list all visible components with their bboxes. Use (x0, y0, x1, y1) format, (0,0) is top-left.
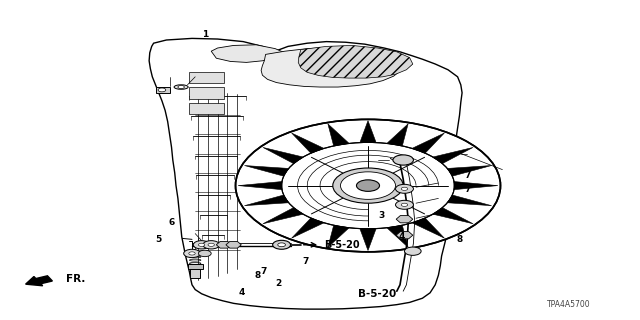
Text: 7: 7 (464, 171, 470, 180)
Text: 8: 8 (456, 235, 463, 244)
Polygon shape (328, 124, 349, 146)
Circle shape (158, 88, 166, 92)
Polygon shape (263, 148, 303, 164)
Circle shape (333, 168, 403, 203)
Circle shape (198, 250, 211, 257)
Polygon shape (412, 218, 444, 238)
Circle shape (273, 240, 291, 249)
Ellipse shape (174, 85, 188, 89)
Circle shape (203, 241, 220, 249)
Polygon shape (211, 45, 285, 62)
Polygon shape (216, 242, 232, 248)
Polygon shape (433, 148, 473, 164)
Bar (189, 72, 224, 83)
Text: B-5-20: B-5-20 (358, 289, 397, 299)
Circle shape (193, 241, 210, 249)
Text: 7: 7 (303, 257, 309, 266)
Text: 3: 3 (378, 211, 385, 220)
Circle shape (401, 187, 408, 190)
Polygon shape (226, 242, 241, 248)
Polygon shape (360, 228, 376, 251)
Circle shape (189, 252, 195, 255)
Bar (190, 269, 200, 278)
Polygon shape (263, 208, 303, 224)
Polygon shape (387, 124, 408, 146)
Text: 4: 4 (399, 232, 405, 241)
Polygon shape (244, 165, 289, 176)
Text: 7: 7 (464, 185, 470, 194)
Text: 5: 5 (156, 235, 162, 244)
Polygon shape (292, 133, 324, 153)
Text: 1: 1 (202, 30, 208, 39)
Polygon shape (454, 181, 498, 190)
Polygon shape (292, 218, 324, 238)
Text: 7: 7 (260, 267, 267, 276)
Circle shape (340, 172, 396, 199)
Polygon shape (396, 216, 413, 223)
Circle shape (282, 142, 454, 229)
Circle shape (198, 243, 205, 246)
Circle shape (393, 155, 413, 165)
Polygon shape (360, 121, 376, 143)
Text: B-5-20: B-5-20 (324, 240, 360, 250)
Circle shape (396, 200, 413, 209)
Circle shape (401, 203, 408, 206)
Text: 6: 6 (168, 218, 175, 227)
Polygon shape (412, 133, 444, 153)
Text: TPA4A5700: TPA4A5700 (547, 300, 590, 309)
Polygon shape (447, 195, 492, 206)
Bar (188, 264, 203, 269)
Polygon shape (298, 45, 413, 78)
Bar (189, 103, 224, 114)
Bar (156, 87, 170, 93)
Circle shape (236, 119, 500, 252)
Text: 2: 2 (275, 279, 282, 288)
Polygon shape (244, 195, 289, 206)
Polygon shape (447, 165, 492, 176)
Polygon shape (387, 225, 408, 247)
Bar (189, 87, 224, 99)
Circle shape (396, 184, 413, 193)
Polygon shape (396, 232, 413, 239)
Circle shape (404, 247, 421, 255)
Polygon shape (328, 225, 349, 247)
Polygon shape (238, 181, 282, 190)
Circle shape (184, 249, 200, 258)
Polygon shape (261, 47, 403, 87)
FancyArrow shape (26, 276, 52, 286)
Text: 4: 4 (239, 288, 245, 297)
Circle shape (178, 85, 184, 89)
Circle shape (278, 243, 285, 247)
Polygon shape (433, 208, 473, 224)
Circle shape (208, 243, 214, 246)
Text: FR.: FR. (66, 274, 85, 284)
Circle shape (356, 180, 380, 191)
Polygon shape (149, 38, 462, 309)
Text: 8: 8 (254, 271, 260, 280)
